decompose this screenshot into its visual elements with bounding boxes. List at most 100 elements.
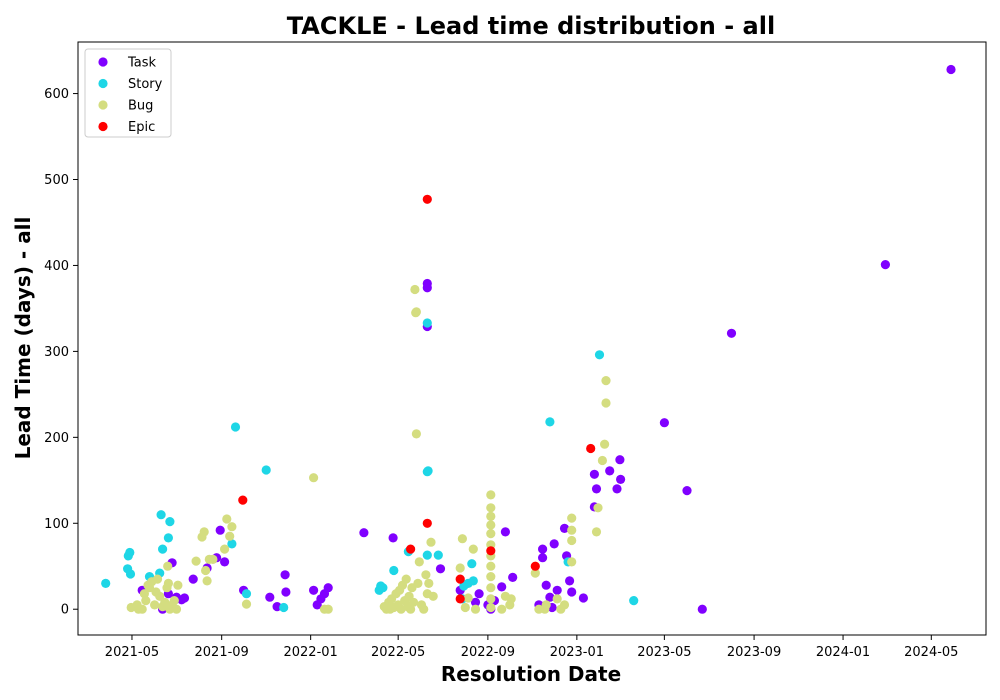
data-point-task — [880, 260, 891, 270]
x-tick-label: 2021-09 — [195, 645, 249, 660]
data-point-bug — [424, 578, 434, 589]
data-point-bug — [411, 429, 421, 439]
y-tick-label: 400 — [44, 259, 69, 274]
data-point-bug — [468, 544, 478, 554]
data-point-bug — [486, 511, 496, 521]
y-axis-title: Lead Time (days) - all — [11, 217, 35, 460]
legend-items: Task Story Bug Epic — [98, 56, 163, 135]
data-point-task — [616, 474, 626, 484]
data-point-epic — [586, 443, 596, 454]
data-point-story — [422, 550, 432, 560]
legend-item-bug: Bug — [98, 99, 153, 114]
data-point-task — [697, 604, 707, 614]
data-point-task — [470, 597, 481, 607]
data-point-bug — [428, 591, 438, 601]
data-point-bug — [463, 593, 473, 603]
data-point-task — [538, 544, 548, 554]
data-point-task — [552, 585, 562, 595]
x-tick-label: 2022-09 — [461, 645, 515, 660]
data-point-bug — [411, 307, 421, 317]
data-point-bug — [173, 580, 183, 590]
y-tick-label: 500 — [44, 173, 69, 188]
data-point-bug — [597, 455, 608, 466]
data-point-task — [388, 533, 398, 543]
data-point-task — [265, 592, 275, 602]
data-point-task — [474, 589, 484, 599]
data-point-bug — [567, 513, 577, 523]
data-point-task — [545, 592, 555, 602]
plot-frame — [77, 41, 987, 636]
data-point-bug — [421, 570, 431, 580]
x-axis-title: Resolution Date — [441, 662, 621, 686]
data-point-story — [422, 318, 432, 328]
data-point-bug — [567, 525, 577, 535]
data-point-bug — [169, 596, 179, 606]
y-tick-label: 100 — [44, 517, 69, 532]
legend-item-story: Story — [98, 77, 163, 92]
data-point-bug — [160, 597, 170, 607]
data-point-bug — [309, 473, 319, 483]
data-point-task — [435, 564, 446, 574]
data-point-bug — [208, 554, 218, 565]
data-point-story — [261, 465, 271, 475]
data-point-task — [508, 572, 518, 583]
legend-label: Story — [128, 77, 163, 92]
data-point-bug — [601, 398, 611, 408]
data-point-bug — [191, 556, 201, 566]
data-point-task — [659, 418, 670, 428]
data-point-task — [565, 576, 575, 586]
data-point-task — [359, 528, 369, 538]
data-point-bug — [163, 578, 173, 589]
data-point-task — [179, 593, 190, 603]
data-point-bug — [141, 596, 151, 606]
data-point-epic — [486, 546, 496, 556]
data-point-story — [378, 583, 388, 593]
legend-marker — [98, 100, 108, 110]
data-point-bug — [413, 578, 423, 589]
data-point-task — [188, 574, 198, 584]
data-point-task — [281, 587, 291, 597]
data-point-task — [280, 570, 290, 580]
data-point-story — [468, 576, 478, 586]
legend-item-task: Task — [98, 56, 157, 71]
data-point-story — [165, 517, 175, 527]
data-point-epic — [238, 495, 248, 505]
data-point-task — [578, 593, 589, 603]
data-point-bug — [567, 557, 577, 567]
data-point-bug — [199, 527, 209, 537]
data-point-bug — [426, 537, 436, 547]
data-point-story — [230, 422, 241, 432]
data-point-bug — [201, 565, 211, 576]
data-point-epic — [422, 194, 432, 204]
data-point-task — [549, 539, 559, 549]
series-task — [137, 64, 956, 614]
legend-marker — [98, 57, 108, 67]
chart-title: TACKLE - Lead time distribution - all — [287, 12, 775, 40]
data-point-task — [500, 527, 510, 537]
data-point-bug — [457, 534, 467, 544]
data-point-bug — [552, 594, 562, 604]
data-point-epic — [530, 561, 540, 571]
y-axis-ticks: 0 100 200 300 400 500 600 — [44, 87, 78, 618]
data-point-bug — [460, 602, 470, 613]
data-point-bug — [486, 583, 496, 593]
data-point-story — [545, 417, 555, 427]
data-point-bug — [486, 490, 496, 500]
x-axis-ticks: 2021-05 2021-09 2022-01 2022-05 2022-09 2023-… — [105, 635, 958, 660]
legend-item-epic: Epic — [98, 120, 155, 135]
data-point-bug — [410, 284, 420, 295]
data-point-task — [615, 455, 625, 465]
data-point-bug — [220, 544, 230, 554]
data-point-task — [612, 484, 622, 494]
data-point-bug — [486, 561, 496, 571]
data-point-bug — [406, 604, 416, 614]
data-point-bug — [506, 594, 516, 604]
data-point-story — [101, 578, 111, 589]
data-point-task — [605, 466, 615, 476]
data-point-bug — [470, 604, 481, 614]
data-point-task — [538, 553, 548, 563]
data-point-bug — [137, 604, 147, 614]
data-point-epic — [406, 544, 416, 554]
data-point-bug — [486, 503, 496, 513]
